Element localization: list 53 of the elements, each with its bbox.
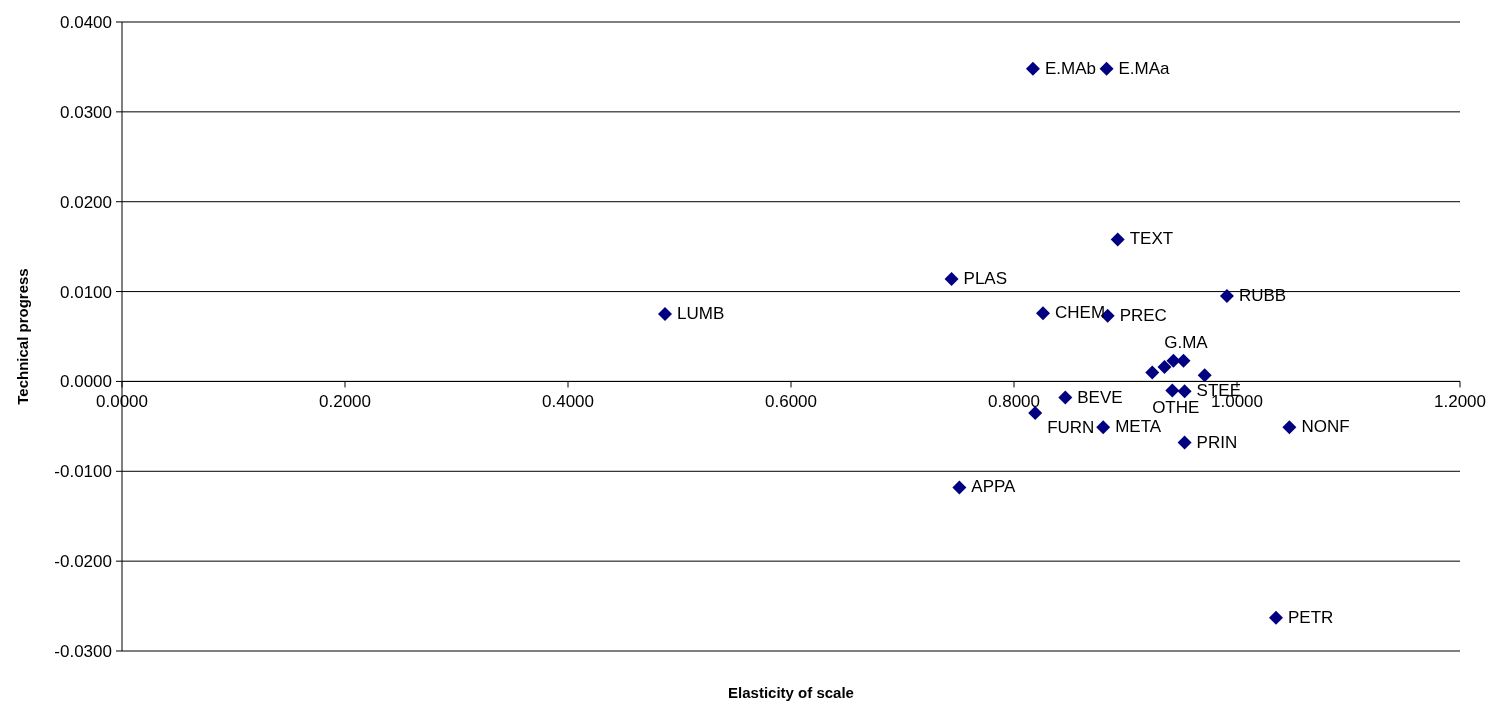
y-tick-label: 0.0200 [60, 192, 112, 212]
point [1177, 384, 1192, 399]
x-tick-label: 1.2000 [1434, 392, 1486, 412]
annotation: RUBB [1238, 286, 1287, 306]
y-axis-title: Technical progress [14, 268, 31, 405]
annotation: NONF [1301, 417, 1350, 437]
annotation: PREC [1119, 305, 1167, 325]
point [1099, 61, 1114, 76]
annotation: CHEM [1054, 303, 1106, 323]
annotation: E.MAa [1118, 58, 1171, 78]
y-tick-label: 0.0400 [60, 12, 112, 32]
y-tick-label: 0.0100 [60, 282, 112, 302]
annotation: G.MA [1164, 333, 1209, 353]
point [1282, 420, 1297, 435]
point [1035, 306, 1050, 321]
point [1025, 61, 1040, 76]
point [1110, 232, 1125, 247]
point [1145, 365, 1160, 380]
annotation: BEVE [1077, 387, 1123, 407]
point [1197, 368, 1212, 383]
annotation: E.MAb [1044, 58, 1096, 78]
point [1157, 360, 1172, 375]
x-tick-label: 0.4000 [542, 392, 594, 412]
x-tick-label: 0.6000 [765, 392, 817, 412]
y-tick-label: -0.0300 [54, 641, 112, 661]
point [1096, 420, 1111, 435]
point [944, 271, 959, 286]
y-tick-label: 0.0300 [60, 102, 112, 122]
y-tick-label: -0.0100 [54, 462, 112, 482]
point [1165, 383, 1180, 398]
annotation: OTHE [1152, 398, 1200, 418]
annotation: TEXT [1129, 229, 1174, 249]
x-tick-label: 0.2000 [319, 392, 371, 412]
point [658, 307, 673, 322]
point [1177, 435, 1192, 450]
annotation: META [1115, 417, 1162, 437]
x-axis-title: Elasticity of scale [728, 684, 854, 701]
point [1058, 390, 1073, 405]
x-tick-label: 0.0000 [96, 392, 148, 412]
annotation: PETR [1288, 607, 1334, 627]
y-tick-label: -0.0200 [54, 552, 112, 572]
annotation: PLAS [963, 268, 1008, 288]
y-tick-label: 0.0000 [60, 372, 112, 392]
point [1269, 610, 1284, 625]
point [952, 480, 967, 495]
annotation: LUMB [677, 304, 725, 324]
point [1219, 289, 1234, 304]
annotation: PRIN [1196, 432, 1238, 452]
annotation: APPA [971, 477, 1017, 497]
point [1166, 353, 1181, 368]
x-tick-label: 0.8000 [988, 392, 1040, 412]
point [1176, 353, 1191, 368]
annotation: FURN [1047, 417, 1095, 437]
